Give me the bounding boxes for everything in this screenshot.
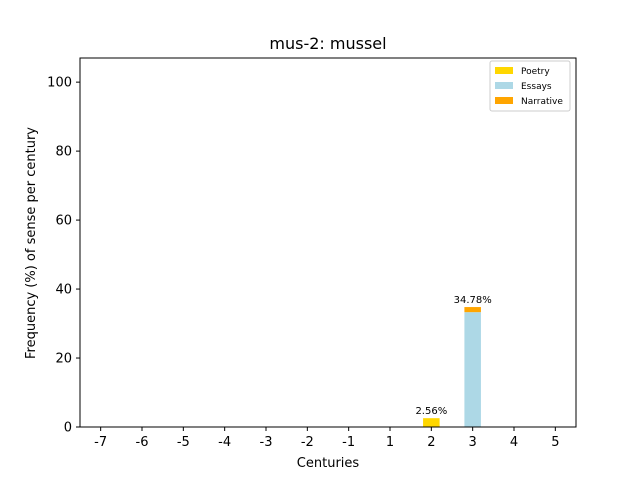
legend-swatch-narrative bbox=[495, 97, 513, 104]
x-tick-label: -2 bbox=[301, 435, 314, 450]
legend: Poetry Essays Narrative bbox=[489, 60, 571, 112]
y-tick-label: 80 bbox=[55, 145, 72, 160]
y-tick-label: 100 bbox=[47, 76, 72, 91]
x-axis-label: Centuries bbox=[297, 456, 360, 471]
x-tick-label: -5 bbox=[177, 435, 190, 450]
chart-title: mus-2: mussel bbox=[269, 34, 386, 53]
x-tick-label: 5 bbox=[551, 435, 559, 450]
legend-label-essays: Essays bbox=[521, 82, 552, 92]
x-tick-label: -4 bbox=[218, 435, 231, 450]
legend-label-poetry: Poetry bbox=[521, 67, 550, 77]
bar-essays-3 bbox=[464, 312, 481, 427]
x-tick-label: 3 bbox=[469, 435, 477, 450]
x-tick-label: 1 bbox=[386, 435, 394, 450]
x-tick-label: -6 bbox=[136, 435, 149, 450]
y-tick-label: 40 bbox=[55, 283, 72, 298]
bar-label-3: 34.78% bbox=[454, 295, 492, 306]
y-axis-label: Frequency (%) of sense per century bbox=[24, 127, 39, 359]
legend-swatch-poetry bbox=[495, 67, 513, 74]
y-tick-label: 0 bbox=[64, 421, 72, 436]
bar-narrative-3 bbox=[464, 307, 481, 313]
y-tick-label: 60 bbox=[55, 214, 72, 229]
y-tick-label: 20 bbox=[55, 352, 72, 367]
x-tick-label: 2 bbox=[427, 435, 435, 450]
axes-frame bbox=[79, 57, 577, 428]
bar-label-2: 2.56% bbox=[415, 406, 447, 417]
plot-area: 2.56% 34.78% -7 -6 -5 -4 -3 -2 -1 1 2 3 4 5 0 20 40 60 80 1… bbox=[47, 57, 577, 450]
x-tick-label: 4 bbox=[510, 435, 518, 450]
legend-swatch-essays bbox=[495, 82, 513, 89]
x-tick-label: -7 bbox=[94, 435, 107, 450]
legend-label-narrative: Narrative bbox=[521, 97, 563, 107]
bar-poetry-2 bbox=[423, 418, 440, 427]
x-tick-label: -1 bbox=[342, 435, 355, 450]
x-tick-label: -3 bbox=[260, 435, 273, 450]
